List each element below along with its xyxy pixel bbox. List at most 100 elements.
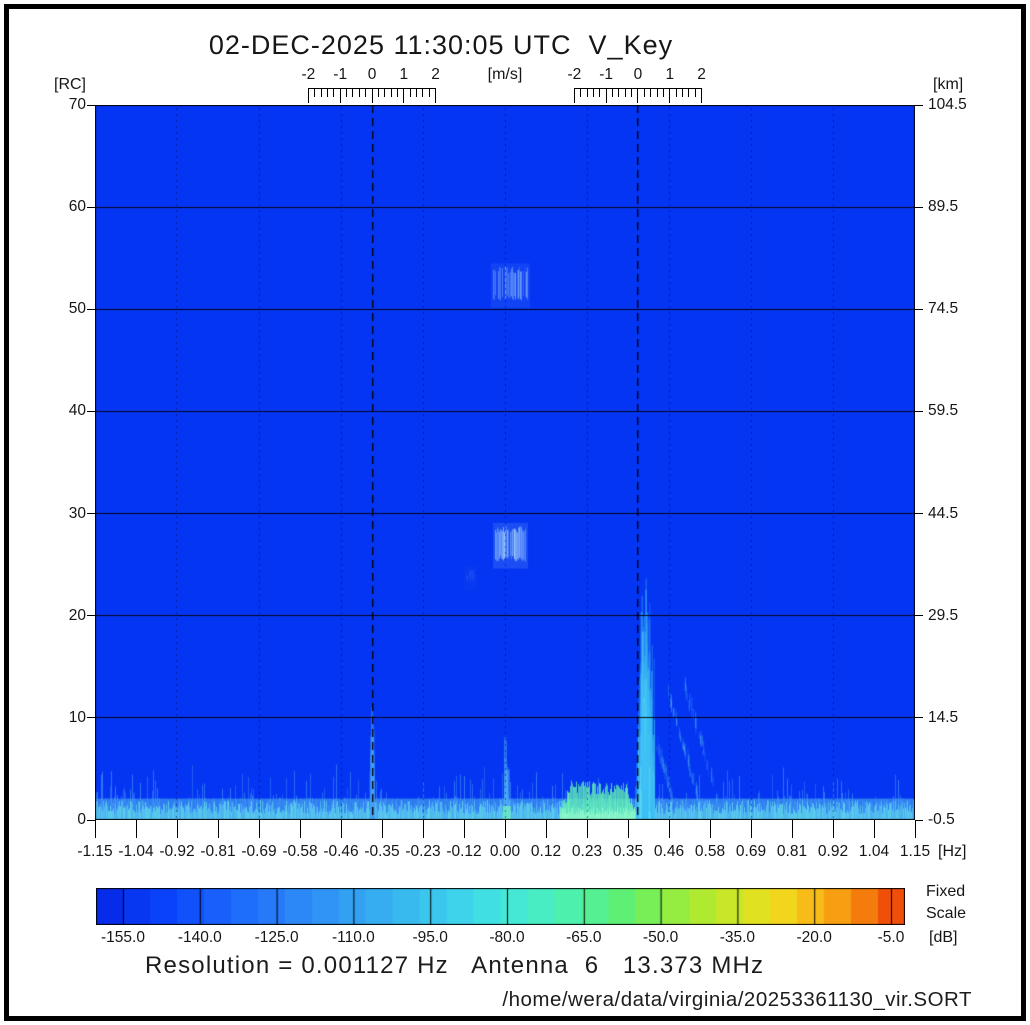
colorbar-tick-label: -65.0 [566,929,602,946]
velocity-ruler-tick [416,88,418,97]
x-tick [504,820,506,838]
x-tick [94,820,96,838]
colorbar-tick-label: -50.0 [642,929,679,946]
x-tick [340,820,342,838]
velocity-ruler-tick [669,88,671,103]
x-tick [258,820,260,838]
x-tick-label: 0.81 [776,843,808,860]
velocity-tick-label: -1 [599,66,614,83]
y-right-tick [915,206,923,208]
x-tick-label: -1.15 [77,843,113,860]
colorbar-tick-label: -80.0 [489,929,525,946]
velocity-ruler-tick [365,88,367,97]
velocity-ruler-tick [314,88,316,97]
velocity-ruler-tick [333,88,335,97]
velocity-tick-label: 0 [633,66,643,83]
velocity-ruler-tick [377,88,379,97]
x-tick [135,820,137,838]
y-left-tick [87,819,95,821]
x-tick-label: -0.92 [159,843,195,860]
x-tick-label: -0.35 [364,843,400,860]
velocity-tick-label: 2 [431,66,440,83]
velocity-ruler-tick [701,88,703,103]
x-tick [791,820,793,838]
x-tick-label: -0.23 [405,843,441,860]
y-right-tick-label: 29.5 [928,606,959,624]
colorbar-scale-mode-line1: Fixed [926,883,966,900]
right-axis-unit-label: [km] [933,76,964,93]
velocity-ruler-tick [599,88,601,97]
velocity-ruler-tick [396,88,398,97]
velocity-ruler-tick [320,88,322,97]
source-file-path-text: /home/wera/data/virginia/20253361130_vir… [502,988,972,1011]
velocity-tick-label: -2 [301,66,316,83]
velocity-ruler-tick [662,88,664,97]
velocity-ruler-tick [358,88,360,97]
y-right-tick-label: 59.5 [928,402,959,420]
x-tick-label: -1.04 [118,843,154,860]
colorbar-tick-label: -110.0 [331,929,375,946]
velocity-ruler-tick [428,88,430,97]
y-right-tick [915,717,923,719]
x-tick [709,820,711,838]
velocity-ruler-tick [643,88,645,97]
velocity-ruler-tick [631,88,633,97]
velocity-ruler-tick [384,88,386,97]
velocity-ruler-tick [586,88,588,97]
colorbar-tick-label: -140.0 [177,929,222,946]
x-tick [873,820,875,838]
y-right-tick-label: -0.5 [928,811,955,828]
y-right-tick-label: 74.5 [928,300,959,318]
velocity-ruler-tick [637,88,639,103]
y-right-tick [915,410,923,412]
x-tick [176,820,178,838]
y-left-tick [87,615,95,617]
y-left-tick [87,410,95,412]
y-left-tick [87,717,95,719]
y-right-tick-label: 89.5 [928,198,959,216]
colorbar-tick-label: -125.0 [254,929,299,946]
colorbar-tick-label: -95.0 [412,929,448,946]
x-tick [545,820,547,838]
colorbar-canvas [96,888,905,925]
velocity-ruler-tick [409,88,411,97]
left-axis-unit-label: [RC] [54,76,86,93]
x-tick-label: -0.46 [323,843,359,860]
velocity-tick-label: 1 [665,66,675,83]
x-tick [381,820,383,838]
y-left-tick-label: 60 [68,198,86,216]
y-left-tick-label: 40 [68,402,86,420]
velocity-tick-label: -1 [333,66,348,83]
x-tick [422,820,424,838]
velocity-ruler-tick [403,88,405,103]
x-tick [217,820,219,838]
x-tick-label: -0.69 [241,843,277,860]
velocity-ruler-tick [346,88,348,97]
x-tick [463,820,465,838]
x-tick [299,820,301,838]
x-tick-label: 0.92 [817,843,849,860]
velocity-ruler-tick [650,88,652,97]
colorbar-unit-label: [dB] [929,929,958,946]
velocity-tick-label: 2 [697,66,706,83]
colorbar-tick-label: -20.0 [796,929,832,946]
x-tick [668,820,670,838]
y-right-tick-label: 14.5 [928,708,959,726]
velocity-ruler-tick [682,88,683,97]
x-tick [832,820,834,838]
x-tick-label: 0.35 [612,843,644,860]
velocity-ruler-tick [307,88,309,103]
x-tick-label: 0.58 [694,843,726,860]
velocity-ruler-tick [618,88,620,97]
y-left-tick [87,308,95,310]
velocity-ruler-tick [339,88,341,103]
x-tick-label: 1.04 [858,843,890,860]
x-tick-label: 0.69 [735,843,767,860]
x-tick-label: 0.12 [530,843,562,860]
y-left-tick-label: 50 [68,300,86,318]
x-tick [750,820,752,838]
velocity-ruler-tick [688,88,690,97]
x-tick-label: 0.00 [489,843,521,860]
velocity-ruler-tick [390,88,392,97]
